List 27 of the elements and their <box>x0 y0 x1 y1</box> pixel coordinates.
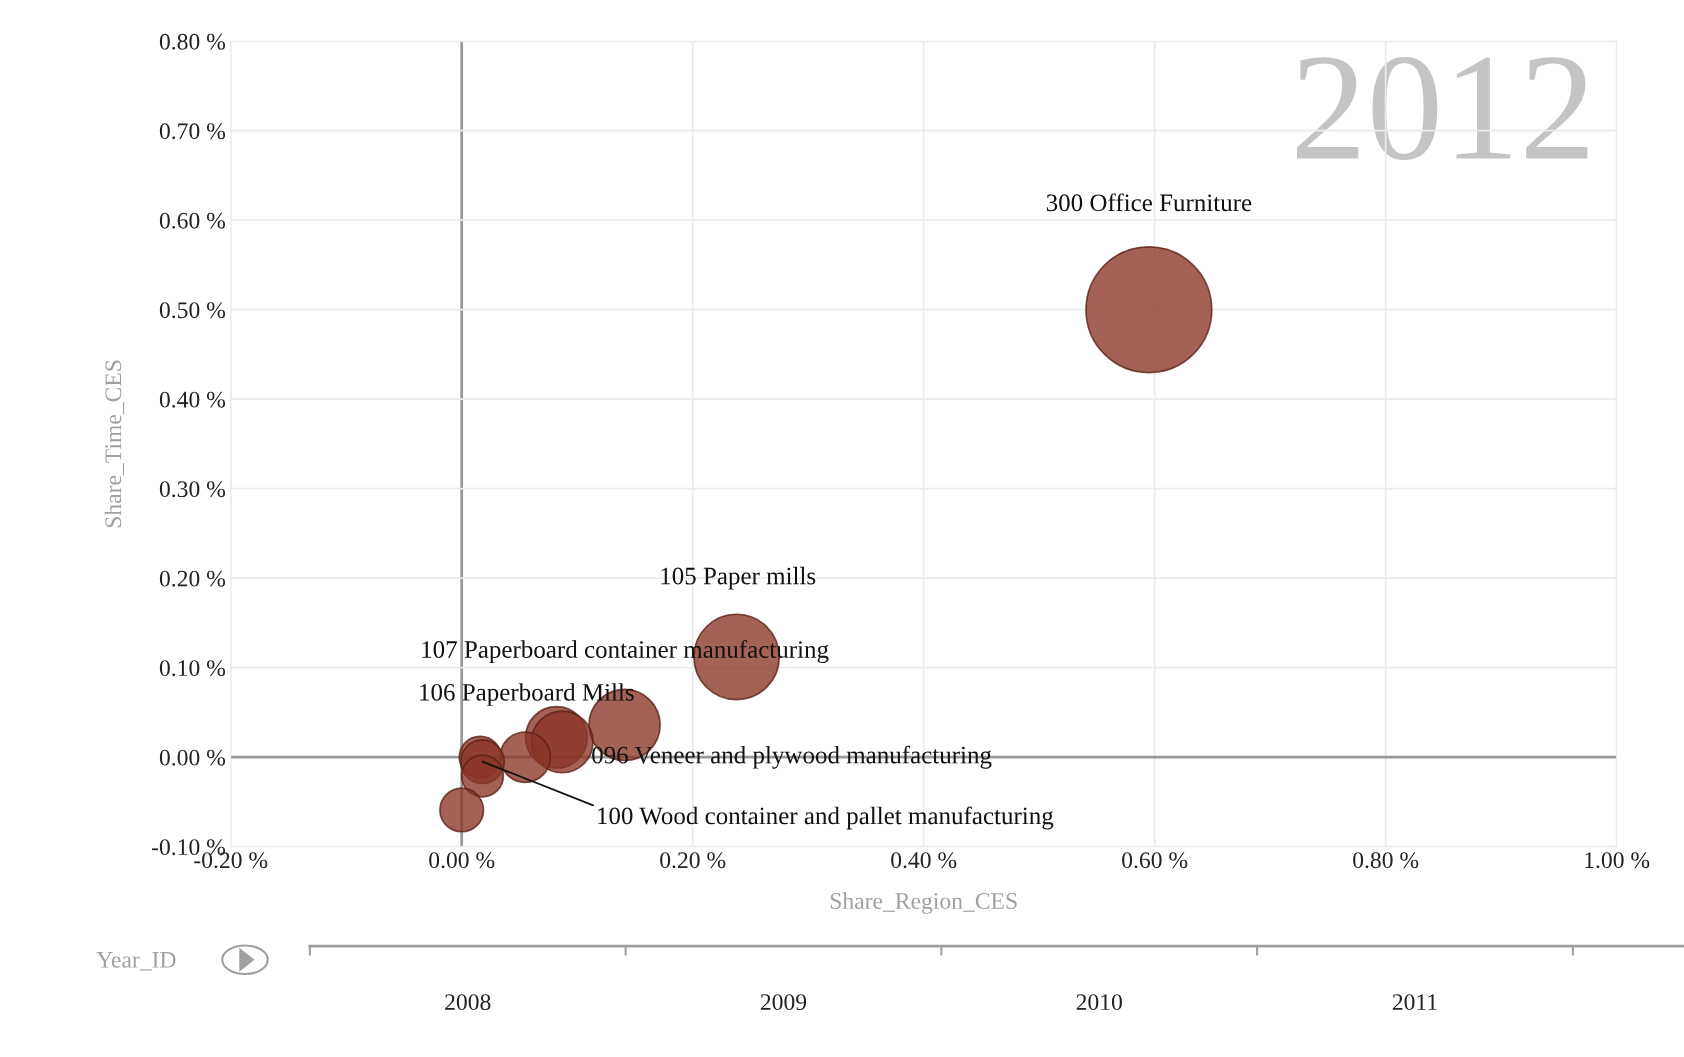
y-tick-label: 0.00 % <box>159 749 226 766</box>
x-tick-label: 0.40 % <box>891 852 957 869</box>
y-tick-label: 0.70 % <box>159 123 226 140</box>
y-axis-title: Share_Time_CES <box>104 360 125 528</box>
y-tick-label: 0.80 % <box>159 33 226 50</box>
text: 2010 <box>1076 994 1122 1011</box>
x-tick-label: 1.00 % <box>1585 852 1650 869</box>
y-tick-label: 0.50 % <box>159 302 226 319</box>
annotation: 300 Office Furniture <box>1046 193 1252 212</box>
x-tick-label: 0.60 % <box>1122 852 1188 869</box>
text: Year_ID <box>96 952 176 971</box>
y-tick-label: 0.60 % <box>159 212 226 229</box>
y-tick-label: 0.40 % <box>159 391 226 408</box>
annotation: 2012 <box>1297 56 1588 161</box>
y-tick-label: 0.20 % <box>159 570 226 587</box>
y-tick-label: 0.10 % <box>159 660 226 677</box>
text: 2011 <box>1392 994 1437 1011</box>
annotation: 100 Wood container and pallet manufacturing <box>598 806 1054 830</box>
x-tick-label: 0.00 % <box>429 852 495 869</box>
x-tick-label: 0.80 % <box>1353 852 1419 869</box>
text: 2008 <box>445 994 491 1011</box>
text: 2009 <box>760 994 807 1011</box>
annotation: 096 Veneer and plywood manufacturing <box>592 745 992 769</box>
annotation: 105 Paper mills <box>661 566 816 590</box>
y-tick-label: 0.30 % <box>159 481 226 498</box>
x-axis-title: Share_Region_CES <box>830 892 1017 914</box>
x-tick-label: 0.20 % <box>660 852 726 869</box>
